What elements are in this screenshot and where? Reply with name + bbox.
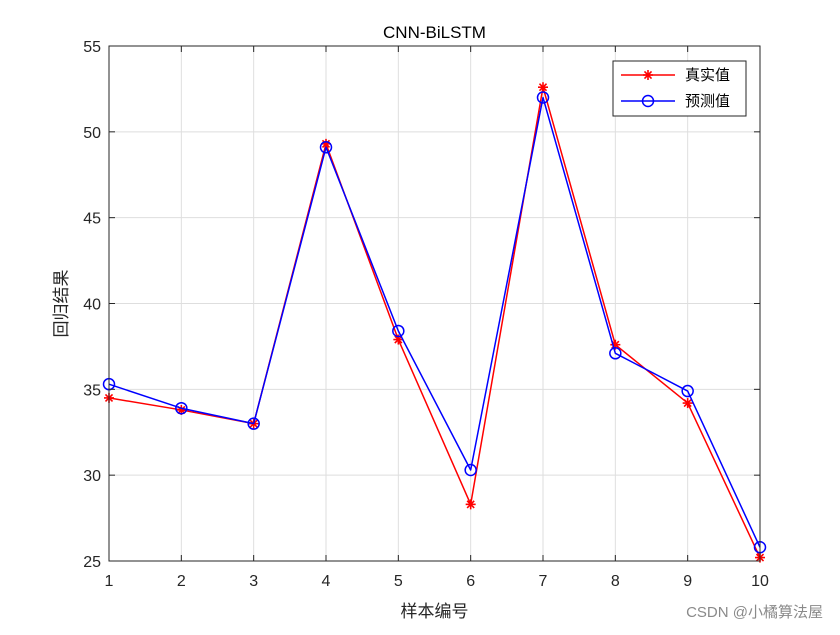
data-point bbox=[175, 401, 188, 415]
x-tick-label: 1 bbox=[105, 573, 114, 590]
x-tick-label: 2 bbox=[177, 573, 186, 590]
data-point bbox=[538, 82, 548, 93]
data-point bbox=[392, 324, 405, 338]
data-point bbox=[682, 398, 693, 409]
x-tick-label: 7 bbox=[539, 573, 548, 590]
x-tick-label: 6 bbox=[466, 573, 475, 590]
y-tick-label: 45 bbox=[83, 211, 101, 228]
data-point bbox=[247, 417, 260, 430]
x-tick-label: 9 bbox=[683, 573, 692, 590]
legend: 真实值 预测值 bbox=[612, 60, 747, 117]
x-axis-label: 样本编号 bbox=[401, 602, 469, 621]
legend-label-pred: 预测值 bbox=[685, 93, 730, 110]
series-layer bbox=[102, 82, 767, 563]
series-line bbox=[108, 96, 761, 548]
series-line bbox=[108, 86, 761, 558]
data-point bbox=[319, 141, 333, 154]
y-tick-label: 25 bbox=[83, 554, 101, 571]
data-point bbox=[609, 347, 622, 360]
watermark: CSDN @小橘算法屋 bbox=[686, 603, 823, 621]
y-tick-label: 30 bbox=[83, 468, 101, 485]
x-tick-label: 8 bbox=[611, 573, 620, 590]
data-point bbox=[681, 384, 694, 398]
y-tick-label: 35 bbox=[83, 382, 101, 399]
y-tick-label: 55 bbox=[83, 39, 101, 56]
x-tick-label: 10 bbox=[751, 573, 769, 590]
y-tick-label: 50 bbox=[83, 125, 101, 142]
asterisk-marker-icon bbox=[643, 70, 653, 80]
data-point bbox=[464, 463, 477, 477]
chart-title: CNN-BiLSTM bbox=[383, 23, 486, 42]
x-tick-label: 3 bbox=[249, 573, 258, 590]
legend-label-true: 真实值 bbox=[685, 66, 730, 84]
x-tick-label: 4 bbox=[322, 573, 331, 590]
data-point bbox=[536, 91, 550, 104]
legend-box bbox=[612, 60, 747, 117]
data-point bbox=[465, 499, 476, 510]
x-tick-label: 5 bbox=[394, 573, 403, 590]
circle-marker-icon bbox=[641, 94, 655, 108]
y-axis-label: 回归结果 bbox=[52, 270, 71, 338]
y-tick-label: 40 bbox=[83, 297, 101, 314]
legend-marker-true bbox=[643, 70, 653, 80]
legend-marker-pred bbox=[641, 94, 655, 108]
series-pred bbox=[102, 91, 767, 554]
